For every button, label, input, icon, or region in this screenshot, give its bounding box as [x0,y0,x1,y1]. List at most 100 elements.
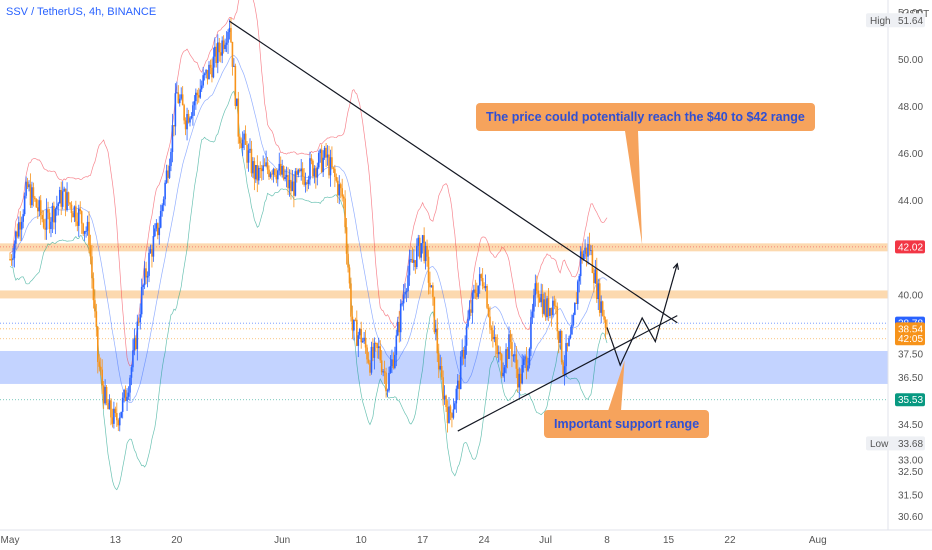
candle-166 [252,161,254,174]
candle-25 [45,209,48,230]
candle-23 [42,219,45,228]
symbol-title[interactable]: SSV / TetherUS, 4h, BINANCE [6,6,157,18]
candle-110 [170,152,172,166]
y-tick-12: 31.50 [898,491,923,502]
candle-185 [279,163,282,175]
candle-278 [416,245,418,267]
candle-367 [546,298,548,318]
candle-20 [38,200,41,212]
candle-179 [271,173,273,175]
candle-92 [143,268,146,286]
candle-404 [600,301,602,313]
candle-244 [366,347,368,360]
candle-174 [263,165,266,167]
candle-376 [559,330,562,343]
candle-302 [451,413,453,418]
candle-399 [593,273,595,284]
candle-258 [386,390,389,392]
candle-181 [274,169,276,176]
candle-106 [164,182,166,200]
projection-path [606,263,678,367]
candle-215 [323,147,326,158]
candle-242 [363,337,365,342]
candle-363 [540,293,542,303]
time-axis[interactable]: May 13 20 Jun 10 17 24 Jul 8 15 22 Aug [1,535,827,546]
candle-223 [335,176,338,181]
candle-127 [195,92,197,102]
candle-384 [571,324,573,335]
candle-158 [240,143,243,148]
y-tick-8: 36.50 [898,373,923,384]
candle-152 [231,41,234,67]
drawings-layer [229,20,680,432]
candle-178 [269,173,272,177]
candle-406 [603,315,605,320]
candle-254 [380,360,383,373]
candle-89 [139,314,142,323]
candle-220 [331,157,333,168]
candle-201 [303,176,305,185]
candle-316 [471,292,474,313]
candle-47 [77,208,80,226]
candle-333 [496,345,499,355]
support-callout-pointer [608,360,625,411]
candle-328 [489,316,491,328]
lower-band-line [9,90,608,491]
candle-59 [95,311,98,327]
candle-238 [357,335,360,346]
candle-6 [17,222,20,237]
candle-331 [493,336,496,340]
candle-63 [101,369,103,386]
candle-162 [246,144,248,163]
candle-21 [39,200,42,216]
candle-176 [266,162,269,170]
candle-91 [142,285,144,287]
candle-154 [234,65,237,106]
upper-band-line [9,0,608,367]
y-tick-9: 34.50 [898,420,923,431]
candle-0 [9,259,11,261]
candle-359 [534,283,537,296]
candle-218 [328,154,330,176]
candle-358 [533,295,535,312]
candle-377 [560,330,563,363]
candle-237 [356,319,358,346]
candle-352 [524,356,526,360]
price-tag-2 [895,322,925,336]
candle-184 [278,163,281,171]
candle-8 [20,221,23,230]
candle-204 [307,179,310,185]
candle-307 [458,380,461,390]
candle-282 [421,235,424,244]
x-tick-6: 24 [479,535,491,546]
y-tick-3: 46.00 [898,149,923,160]
triangle-upper-line [229,20,678,324]
candle-177 [268,169,270,177]
candle-232 [348,267,351,284]
candle-326 [486,285,488,308]
candle-229 [344,198,346,228]
candle-283 [423,235,425,262]
candle-61 [98,361,101,367]
candle-275 [411,259,414,263]
candle-82 [129,377,131,393]
candle-235 [353,319,355,331]
candle-243 [364,337,367,348]
candle-213 [320,149,323,172]
high-value: 51.64 [898,16,923,27]
candle-107 [165,170,168,183]
candle-398 [591,250,594,274]
candle-69 [110,400,112,418]
candle-241 [361,341,364,343]
candle-348 [518,373,521,388]
candle-383 [569,334,572,339]
candle-236 [354,319,357,321]
candle-111 [171,125,174,153]
candle-160 [243,133,245,140]
candle-164 [249,148,251,151]
candle-329 [490,327,493,331]
candle-374 [556,306,559,332]
low-label: Low [870,439,889,450]
